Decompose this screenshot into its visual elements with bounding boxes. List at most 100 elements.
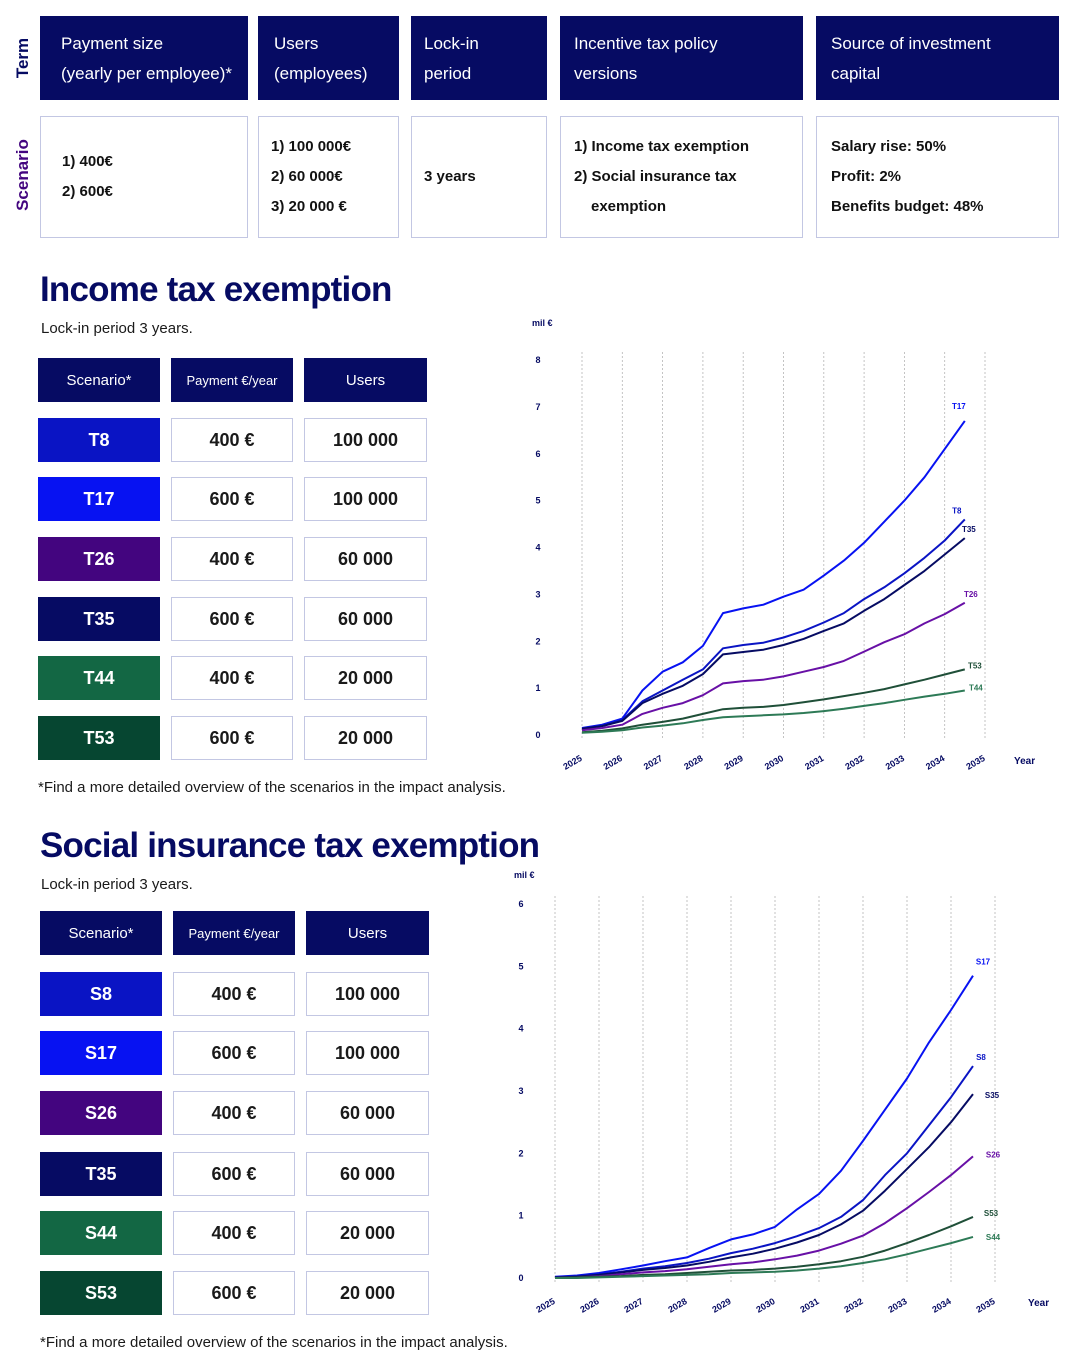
grid-lines: [554, 896, 996, 1282]
users-value: 100 000: [304, 477, 427, 521]
y-tick-label: 5: [518, 961, 523, 971]
scenario-payment-size: 1) 400€ 2) 600€: [40, 116, 248, 238]
footnote: *Find a more detailed overview of the sc…: [38, 779, 506, 796]
payment-value: 600 €: [171, 597, 293, 641]
payment-value: 400 €: [171, 418, 293, 462]
payment-value: 400 €: [171, 537, 293, 581]
scenario-code: T44: [38, 656, 160, 700]
header-lock-in: Lock-in period: [411, 16, 547, 100]
col-header-payment: Payment €/year: [171, 358, 293, 402]
x-tick-label: 2033: [886, 1296, 908, 1315]
scenario-code: T8: [38, 418, 160, 462]
users-value: 20 000: [306, 1271, 429, 1315]
payment-value: 600 €: [171, 477, 293, 521]
scenario-code: T26: [38, 537, 160, 581]
cell-line: 2) Social insurance tax: [574, 168, 737, 185]
x-tick-label: 2035: [974, 1296, 996, 1315]
cell-line: Salary rise: 50%: [831, 138, 947, 155]
payment-value: 600 €: [171, 716, 293, 760]
y-tick-label: 1: [535, 683, 540, 693]
grid-lines: [581, 352, 986, 739]
series-line-s17: [554, 975, 974, 1278]
y-tick-label: 2: [535, 636, 540, 646]
header-line: Lock-in: [424, 34, 479, 53]
series-label: S26: [986, 1150, 1001, 1159]
y-tick-label: 6: [518, 899, 523, 909]
header-payment-size: Payment size (yearly per employee)*: [40, 16, 248, 100]
cell-line: 1) 100 000€: [271, 138, 352, 155]
x-tick-label: 2034: [924, 753, 946, 772]
cell-line: exemption: [591, 198, 667, 215]
header-line: capital: [831, 64, 881, 83]
y-tick-labels: 0 1 2 3 4 5 6: [518, 899, 523, 1283]
scenario-code: S8: [40, 972, 162, 1016]
series-label: S8: [976, 1053, 986, 1062]
y-tick-label: 2: [518, 1148, 523, 1158]
x-axis-title: Year: [1028, 1298, 1049, 1309]
scenario-code: S53: [40, 1271, 162, 1315]
series-label: T35: [962, 525, 976, 534]
header-line: (employees): [274, 64, 368, 83]
y-tick-label: 5: [535, 496, 540, 506]
series-label: T17: [952, 402, 966, 411]
payment-value: 600 €: [173, 1152, 295, 1196]
scenario-code: T35: [38, 597, 160, 641]
payment-value: 600 €: [173, 1271, 295, 1315]
x-tick-label: 2034: [930, 1296, 952, 1315]
scenario-code: T17: [38, 477, 160, 521]
payment-value: 400 €: [171, 656, 293, 700]
y-axis-title: mil €: [514, 870, 535, 880]
col-header-users: Users: [306, 911, 429, 955]
x-tick-label: 2035: [964, 753, 986, 772]
x-tick-labels: 2025 2026 2027 2028 2029 2030 2031 2032 2033 2034…: [561, 753, 986, 772]
y-tick-label: 3: [535, 589, 540, 599]
series-label: T26: [964, 590, 978, 599]
series-label: S17: [976, 958, 991, 967]
series-line-s8: [554, 1065, 974, 1279]
cell-line: 2) 600€: [62, 183, 113, 200]
series-line-t8: [581, 518, 966, 730]
x-tick-label: 2031: [803, 753, 825, 772]
x-tick-label: 2031: [798, 1296, 820, 1315]
scenario-code: T35: [40, 1152, 162, 1196]
series-line-t26: [581, 601, 966, 732]
x-tick-label: 2030: [754, 1296, 776, 1315]
users-value: 60 000: [304, 597, 427, 641]
series-line-s26: [554, 1155, 974, 1279]
x-tick-label: 2025: [561, 753, 583, 772]
header-policy-versions: Incentive tax policy versions: [560, 16, 803, 100]
y-tick-label: 4: [535, 543, 540, 553]
x-tick-label: 2027: [622, 1296, 644, 1315]
y-tick-label: 4: [518, 1024, 523, 1034]
users-value: 20 000: [304, 716, 427, 760]
payment-value: 400 €: [173, 1211, 295, 1255]
x-tick-label: 2033: [884, 753, 906, 772]
x-tick-label: 2029: [723, 753, 745, 772]
cell-line: 1) Income tax exemption: [574, 138, 750, 155]
users-value: 100 000: [304, 418, 427, 462]
y-tick-labels: 0 1 2 3 4 5 6 7 8: [535, 355, 540, 740]
payment-value: 400 €: [173, 972, 295, 1016]
scenario-investment-source: Salary rise: 50% Profit: 2% Benefits bud…: [816, 116, 1059, 238]
x-tick-label: 2026: [602, 753, 624, 772]
series-label: S53: [984, 1209, 999, 1218]
x-tick-label: 2028: [682, 753, 704, 772]
header-line: Source of investment: [831, 34, 991, 53]
series-label: S44: [986, 1233, 1001, 1242]
col-header-scenario: Scenario*: [38, 358, 160, 402]
series-label: T53: [968, 661, 982, 670]
series-line-t35: [581, 537, 966, 730]
y-tick-label: 7: [535, 402, 540, 412]
x-tick-label: 2027: [642, 753, 664, 772]
payment-value: 400 €: [173, 1091, 295, 1135]
col-header-users: Users: [304, 358, 427, 402]
y-axis-title: mil €: [532, 318, 553, 328]
x-axis-title: Year: [1014, 756, 1035, 767]
users-value: 60 000: [306, 1091, 429, 1135]
header-line: versions: [574, 64, 638, 83]
y-tick-label: 6: [535, 449, 540, 459]
social-insurance-chart: mil € 0 1 2 3 4 5 6 2025 2026 2027 2028 2029 2030 2031…: [514, 870, 1049, 1315]
header-line: period: [424, 64, 472, 83]
users-value: 60 000: [306, 1152, 429, 1196]
series-label: T44: [969, 683, 983, 692]
